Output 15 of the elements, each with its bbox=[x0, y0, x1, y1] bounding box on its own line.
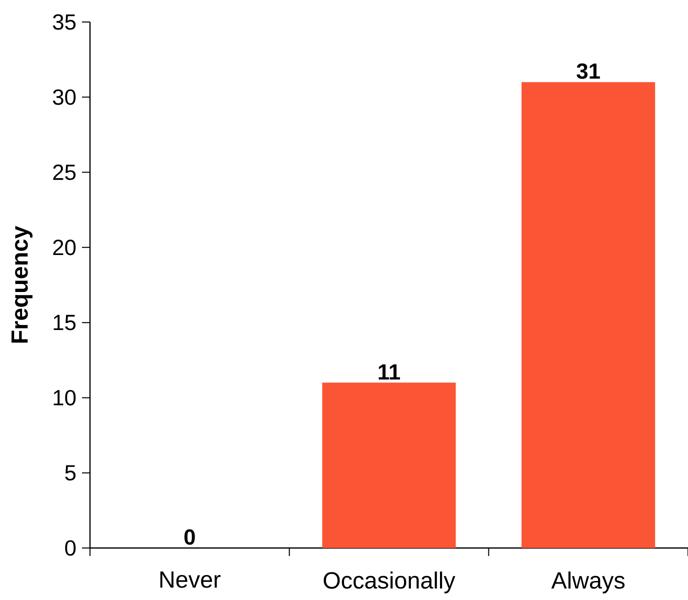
y-tick-label: 15 bbox=[54, 314, 76, 330]
y-tick-label: 0 bbox=[65, 540, 76, 556]
y-tick-label: 35 bbox=[52, 14, 76, 30]
y-tick-label: 5 bbox=[65, 465, 76, 481]
y-tick-label: 20 bbox=[53, 240, 76, 256]
data-label: 0 bbox=[184, 529, 195, 545]
x-tick-label: Never bbox=[160, 572, 220, 588]
x-tick-label: Always bbox=[551, 572, 625, 594]
y-tick-label: 25 bbox=[53, 164, 76, 180]
data-label: 31 bbox=[576, 63, 600, 79]
y-axis-title: Frequency bbox=[12, 226, 32, 343]
y-tick-label: 10 bbox=[54, 390, 76, 406]
x-tick-label: Occasionally bbox=[324, 572, 456, 594]
y-tick-label: 30 bbox=[52, 89, 76, 105]
data-label: 11 bbox=[378, 364, 400, 380]
